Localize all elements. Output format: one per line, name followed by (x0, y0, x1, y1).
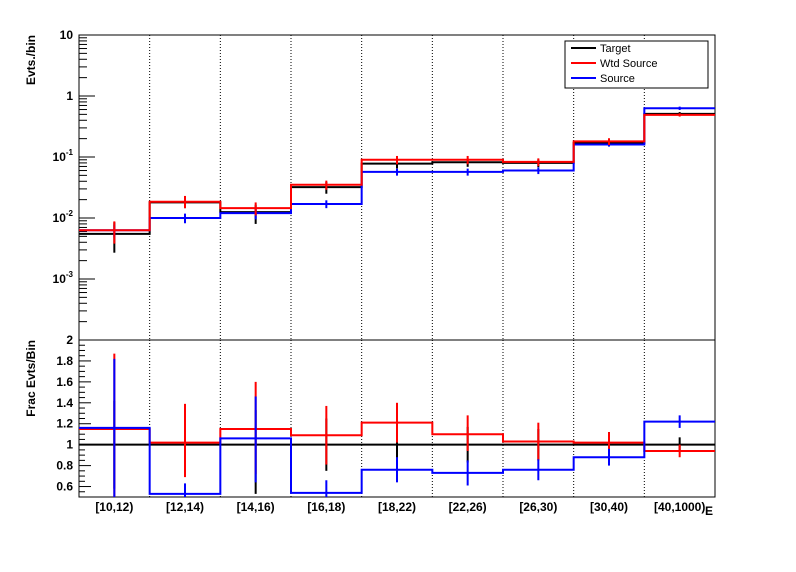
x-axis-title: E (705, 504, 713, 518)
y-tick-label: 1.2 (56, 417, 73, 431)
y-tick-exponent: -3 (66, 270, 74, 279)
y-tick-exponent: -1 (66, 148, 74, 157)
y-axis-title: Evts./bin (24, 35, 38, 85)
series-line-wtd-source (79, 113, 715, 232)
legend-label: Source (600, 73, 635, 85)
category-label: [30,40) (590, 500, 628, 514)
category-label: [26,30) (519, 500, 557, 514)
y-tick-label: 10 (60, 28, 74, 42)
legend-label: Wtd Source (600, 58, 657, 70)
category-label: [16,18) (307, 500, 345, 514)
y-tick-base: 10 (53, 211, 67, 225)
category-label: [10,12) (95, 500, 133, 514)
legend-label: Target (600, 43, 631, 55)
category-label: [12,14) (166, 500, 204, 514)
y-tick-label: 0.8 (56, 459, 73, 473)
category-label: [14,16) (237, 500, 275, 514)
y-tick-label: 0.6 (56, 480, 73, 494)
y-tick-label: 10-3 (53, 270, 74, 286)
y-tick-label: 1.8 (56, 354, 73, 368)
legend: Target Wtd Source Source (564, 40, 709, 89)
category-label: [22,26) (449, 500, 487, 514)
y-tick-label: 10-2 (53, 209, 74, 225)
y-tick-label: 1.4 (56, 396, 73, 410)
category-label: [18,22) (378, 500, 416, 514)
y-tick-label: 2 (66, 333, 73, 347)
y-axis-title: Frac Evts/Bin (24, 340, 38, 417)
y-tick-label: 1.6 (56, 375, 73, 389)
y-tick-exponent: -2 (66, 209, 74, 218)
category-label: [40,1000) (654, 500, 705, 514)
y-tick-base: 10 (53, 150, 67, 164)
bottom-panel: 0.6 0.8 1 1.2 1.4 1.6 1.8 2 Frac Evts/Bin [10,12)… (24, 333, 716, 518)
y-tick-base: 10 (60, 28, 74, 42)
y-tick-label: 10-1 (53, 148, 74, 164)
y-tick-base: 1 (66, 89, 73, 103)
y-tick-label: 1 (66, 438, 73, 452)
y-tick-label: 1 (66, 89, 73, 103)
y-tick-base: 10 (53, 272, 67, 286)
